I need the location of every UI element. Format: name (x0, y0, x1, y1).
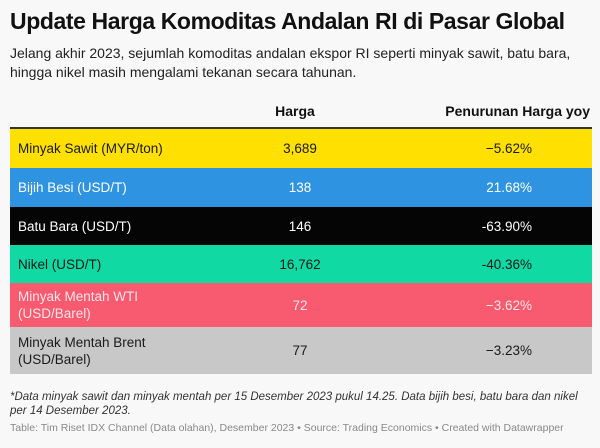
row-change: −3.62% (485, 297, 532, 313)
table-row: Batu Bara (USD/T) 146 -63.90% (10, 207, 592, 245)
row-name: Minyak Mentah Brent (USD/Barel) (18, 334, 146, 367)
header-divider (10, 127, 592, 129)
commodity-table: Minyak Sawit (MYR/ton) 3,689 −5.62% Biji… (10, 129, 592, 374)
row-price: 138 (288, 180, 312, 195)
row-change: -40.36% (481, 256, 532, 272)
source-credit: Table: Tim Riset IDX Channel (Data olaha… (10, 422, 564, 434)
table-row: Minyak Mentah Brent (USD/Barel) 77 −3.23… (10, 327, 592, 374)
row-change: −3.23% (485, 343, 532, 358)
row-name: Bijih Besi (USD/T) (18, 180, 127, 195)
row-name: Minyak Mentah WTI (USD/Barel) (18, 289, 139, 321)
page-subtitle: Jelang akhir 2023, sejumlah komoditas an… (10, 45, 571, 80)
row-change: 21.68% (486, 180, 532, 195)
table-row: Bijih Besi (USD/T) 138 21.68% (10, 168, 592, 207)
row-name: Minyak Sawit (MYR/ton) (18, 141, 163, 156)
table-row: Minyak Sawit (MYR/ton) 3,689 −5.62% (10, 129, 592, 168)
table-row: Nikel (USD/T) 16,762 -40.36% (10, 245, 592, 283)
row-price: 72 (292, 297, 308, 313)
row-price: 146 (288, 218, 312, 234)
footnote: *Data minyak sawit dan minyak mentah per… (10, 391, 578, 417)
row-price: 16,762 (279, 256, 321, 272)
column-header-harga: Harga (275, 103, 315, 119)
row-name: Batu Bara (USD/T) (18, 218, 132, 234)
row-change: −5.62% (485, 141, 532, 156)
table-row: Minyak Mentah WTI (USD/Barel) 72 −3.62% (10, 283, 592, 327)
row-price: 3,689 (283, 141, 317, 156)
row-price: 77 (292, 343, 308, 358)
column-header-penurunan: Penurunan Harga yoy (445, 103, 590, 119)
row-change: -63.90% (481, 218, 532, 234)
page-title: Update Harga Komoditas Andalan RI di Pas… (10, 8, 565, 34)
row-name: Nikel (USD/T) (18, 256, 102, 272)
